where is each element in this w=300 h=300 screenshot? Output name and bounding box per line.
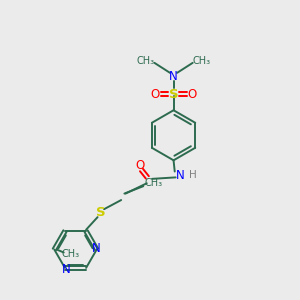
Text: H: H bbox=[188, 170, 196, 180]
Text: CH₃: CH₃ bbox=[61, 249, 80, 259]
Text: CH₃: CH₃ bbox=[145, 178, 163, 188]
Text: O: O bbox=[151, 88, 160, 100]
Text: N: N bbox=[176, 169, 184, 182]
Text: S: S bbox=[169, 88, 178, 100]
Text: O: O bbox=[135, 159, 144, 172]
Text: S: S bbox=[96, 206, 105, 219]
Text: CH₃: CH₃ bbox=[136, 56, 154, 66]
Text: N: N bbox=[92, 242, 101, 254]
Text: N: N bbox=[169, 70, 178, 83]
Text: N: N bbox=[62, 263, 71, 276]
Text: O: O bbox=[187, 88, 196, 100]
Text: CH₃: CH₃ bbox=[193, 56, 211, 66]
